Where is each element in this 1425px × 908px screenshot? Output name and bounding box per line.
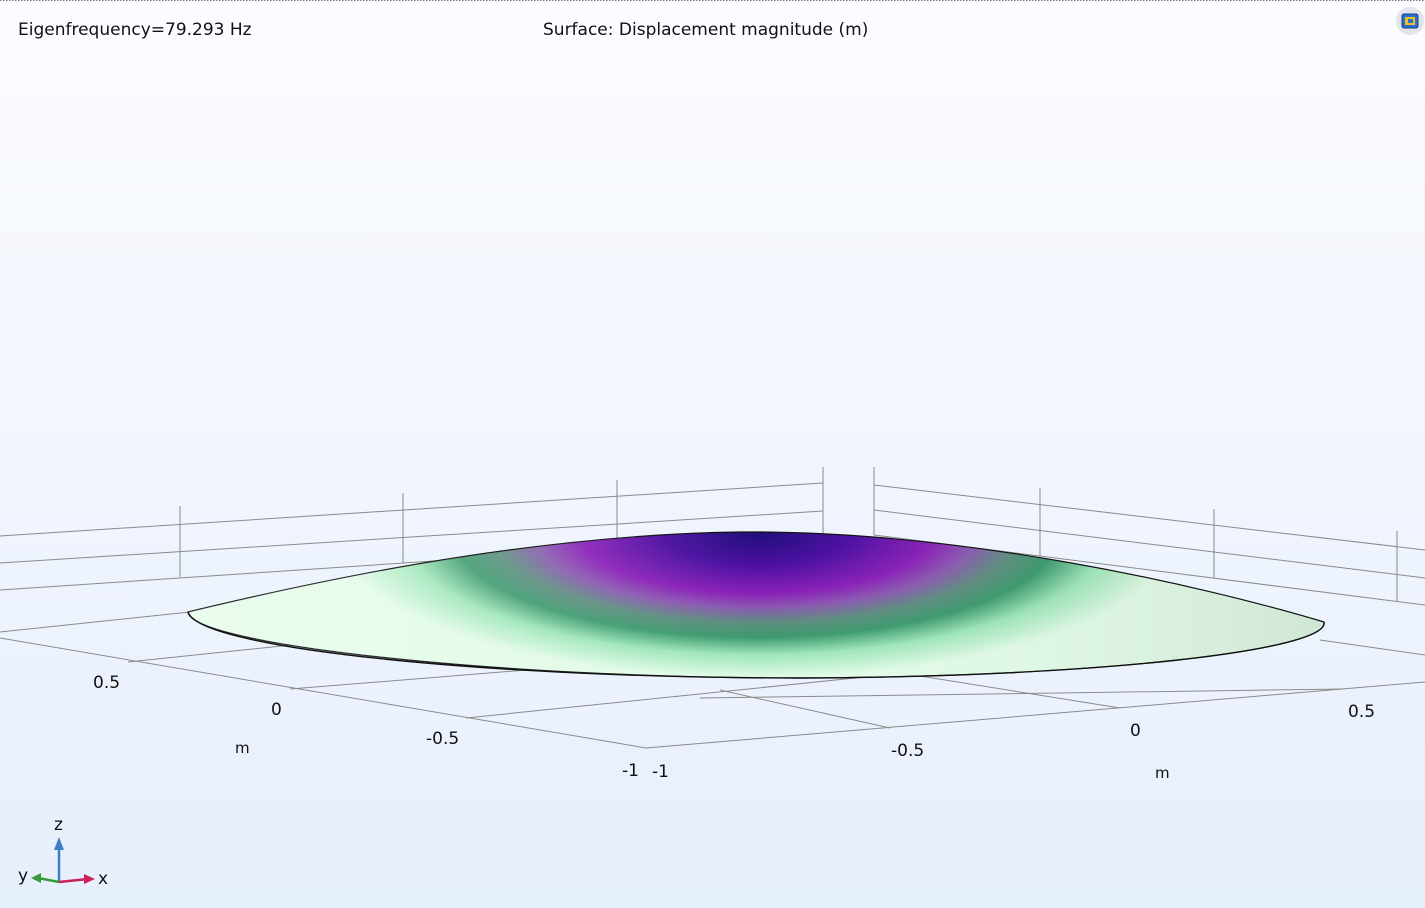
eigenfrequency-label: Eigenfrequency=79.293 Hz bbox=[18, 20, 252, 40]
tick-label: -0.5 bbox=[426, 729, 459, 749]
grid-back-right bbox=[873, 467, 1425, 606]
axis-triad: z y x bbox=[18, 815, 108, 889]
tick-label: 0 bbox=[271, 700, 282, 720]
x-arrowhead-icon bbox=[84, 874, 95, 884]
left-axis-ticks: 0.5 0 -0.5 -1 m bbox=[93, 673, 639, 781]
right-axis-ticks: -1 -0.5 0 0.5 m bbox=[652, 702, 1375, 782]
y-arrowhead-icon bbox=[31, 873, 41, 883]
tick-label: 0.5 bbox=[93, 673, 120, 693]
tick-label: 0 bbox=[1130, 721, 1141, 741]
surface-plot-title: Surface: Displacement magnitude (m) bbox=[543, 20, 869, 40]
y-axis-arrow bbox=[37, 876, 60, 884]
tick-label: 0.5 bbox=[1348, 702, 1375, 722]
tick-label: -1 bbox=[652, 762, 669, 782]
triad-z-label: z bbox=[54, 815, 63, 835]
x-axis-arrow bbox=[58, 877, 89, 884]
image-export-button[interactable] bbox=[1396, 7, 1424, 35]
tick-label: -0.5 bbox=[891, 741, 924, 761]
viewport-border bbox=[0, 0, 1425, 1]
axis-unit-label: m bbox=[235, 739, 250, 757]
triad-x-label: x bbox=[98, 869, 108, 889]
triad-y-label: y bbox=[18, 866, 28, 886]
tick-label: -1 bbox=[622, 761, 639, 781]
displacement-surface bbox=[187, 531, 1325, 679]
image-export-icon bbox=[1401, 13, 1419, 29]
z-arrowhead-icon bbox=[54, 837, 64, 850]
axis-unit-label: m bbox=[1155, 764, 1170, 782]
